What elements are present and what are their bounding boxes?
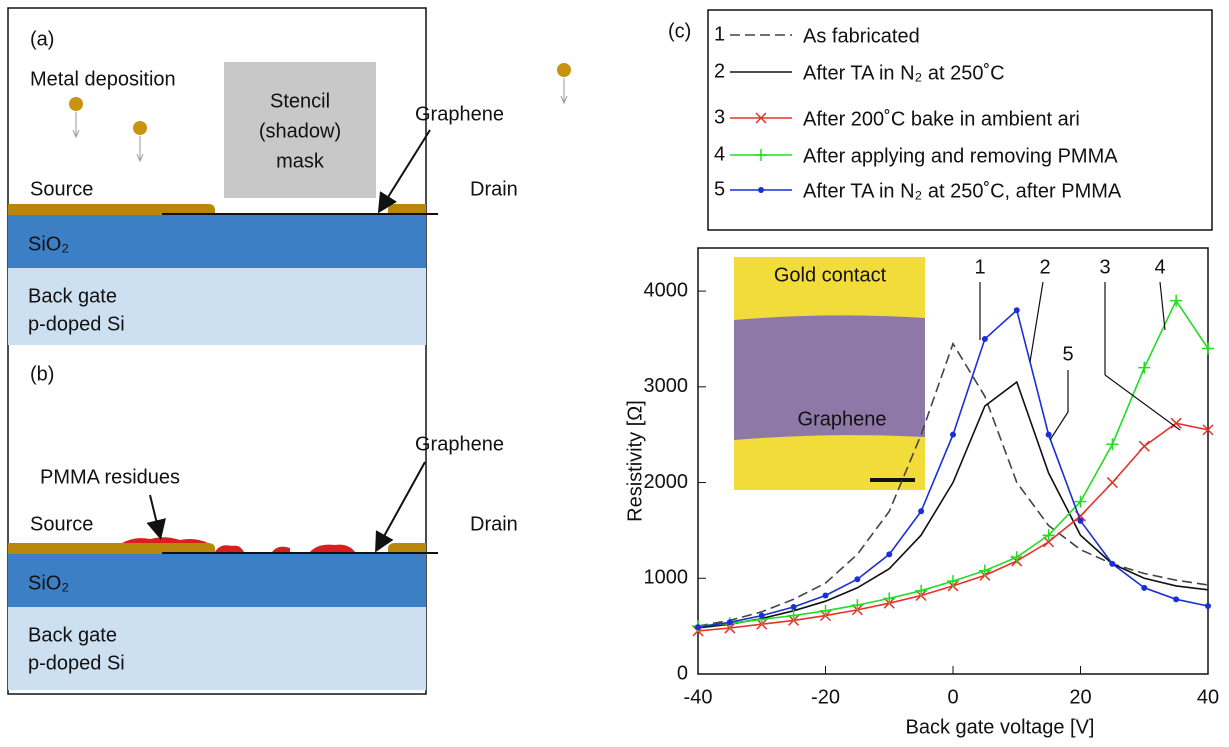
y-tick-label: 2000 (644, 471, 689, 493)
point (950, 432, 956, 438)
point (1107, 478, 1117, 488)
panel-label: (a) (30, 28, 54, 50)
panel-label: (b) (30, 363, 54, 385)
point (759, 613, 765, 619)
point (823, 593, 829, 599)
point (1106, 438, 1118, 450)
point (758, 187, 764, 193)
x-tick-label: -40 (684, 686, 713, 708)
label: Drain (470, 178, 518, 200)
label: Metal deposition (30, 68, 176, 90)
label: SiO₂ (28, 233, 69, 255)
point (886, 551, 892, 557)
label: mask (276, 150, 325, 172)
legend-id: 2 (714, 60, 725, 82)
legend-label: As fabricated (803, 25, 920, 47)
point (1202, 343, 1214, 355)
y-tick-label: 3000 (644, 375, 689, 397)
inset-label: Graphene (798, 408, 887, 430)
oxide-layer (8, 554, 426, 607)
arrow (380, 130, 430, 210)
curve-annotation: 3 (1099, 256, 1110, 278)
x-tick-label: 0 (947, 686, 958, 708)
inset-label: Gold contact (774, 264, 887, 286)
residue (122, 537, 208, 543)
oxide-layer (8, 215, 426, 268)
label: SiO₂ (28, 572, 69, 594)
point (1205, 603, 1211, 609)
atom (69, 97, 83, 111)
point (918, 508, 924, 514)
legend-label: After TA in N₂ at 250˚C (803, 62, 1005, 84)
legend-id: 3 (714, 106, 725, 128)
arrow (377, 462, 425, 549)
x-tick-label: 40 (1197, 686, 1219, 708)
label: p-doped Si (28, 652, 125, 674)
y-axis-label: Resistivity [Ω] (624, 400, 646, 522)
point (1046, 432, 1052, 438)
label: Back gate (28, 285, 117, 307)
point (1109, 561, 1115, 567)
annotation-leader (1030, 282, 1043, 362)
point (755, 149, 767, 161)
atom (133, 121, 147, 135)
label: Source (30, 178, 93, 200)
y-tick-label: 4000 (644, 279, 689, 301)
point (695, 624, 701, 630)
label: Source (30, 513, 93, 535)
point (979, 565, 991, 577)
point (1014, 307, 1020, 313)
curve-annotation: 5 (1062, 343, 1073, 365)
label: Back gate (28, 624, 117, 646)
point (1138, 362, 1150, 374)
residue (215, 545, 355, 552)
figure: (a) Metal deposition Stencil (shadow) ma… (0, 0, 1229, 742)
point (727, 619, 733, 625)
point (982, 336, 988, 342)
label: p-doped Si (28, 313, 125, 335)
x-tick-label: -20 (811, 686, 840, 708)
curve-annotation: 2 (1039, 256, 1050, 278)
atom (557, 63, 571, 77)
point (1139, 441, 1149, 451)
y-tick-label: 1000 (644, 567, 689, 589)
y-tick-label: 0 (677, 662, 688, 684)
panel-b: (b) PMMA residues Graphene Source Drain … (8, 363, 518, 690)
label: Graphene (415, 433, 504, 455)
inset: Gold contact Graphene (734, 257, 925, 490)
legend-id: 1 (714, 23, 725, 45)
legend-label: After applying and removing PMMA (803, 145, 1118, 167)
label: PMMA residues (40, 466, 180, 488)
panel-label: (c) (668, 20, 691, 42)
legend-id: 5 (714, 178, 725, 200)
label: Stencil (270, 90, 330, 112)
legend-label: After 200˚C bake in ambient ari (803, 108, 1080, 130)
x-axis-label: Back gate voltage [V] (905, 716, 1094, 738)
point (791, 604, 797, 610)
x-tick-label: 20 (1069, 686, 1091, 708)
annotation-leader (1105, 375, 1180, 430)
label: (shadow) (259, 120, 341, 142)
gate-layer (8, 607, 426, 690)
panel-a: (a) Metal deposition Stencil (shadow) ma… (8, 28, 571, 345)
point (1173, 596, 1179, 602)
label: Drain (470, 513, 518, 535)
curve-annotation: 4 (1154, 256, 1165, 278)
label: Graphene (415, 103, 504, 125)
point (854, 576, 860, 582)
legend-id: 4 (714, 143, 725, 165)
point (1011, 551, 1023, 563)
point (1078, 518, 1084, 524)
point (1170, 295, 1182, 307)
point (1141, 585, 1147, 591)
curve-annotation: 1 (974, 256, 985, 278)
legend-label: After TA in N₂ at 250˚C, after PMMA (803, 180, 1122, 202)
annotation-leader (1160, 282, 1165, 330)
arrow (150, 495, 160, 536)
annotation-leader (1050, 412, 1068, 440)
